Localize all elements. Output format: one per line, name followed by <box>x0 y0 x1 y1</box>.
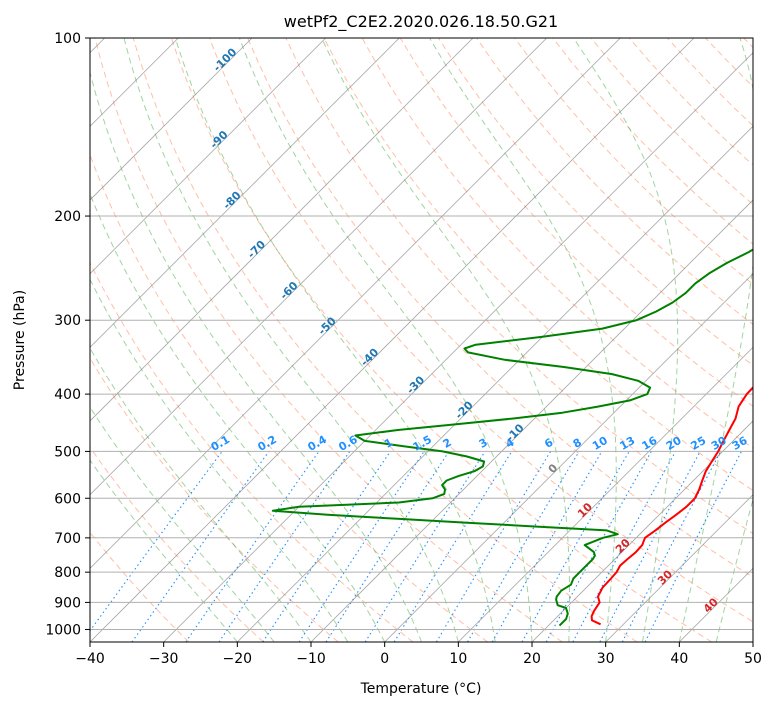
y-tick-label: 100 <box>54 31 81 47</box>
x-tick-label: −40 <box>75 651 105 667</box>
y-tick-label: 700 <box>54 531 81 547</box>
x-tick-label: 10 <box>449 651 467 667</box>
y-tick-label: 1000 <box>45 622 81 638</box>
x-tick-label: 30 <box>597 651 615 667</box>
y-tick-label: 900 <box>54 595 81 611</box>
y-tick-label: 500 <box>54 444 81 460</box>
x-tick-label: 40 <box>670 651 688 667</box>
x-tick-label: 50 <box>744 651 762 667</box>
y-tick-label: 400 <box>54 387 81 403</box>
y-tick-label: 300 <box>54 313 81 329</box>
y-axis-label: Pressure (hPa) <box>12 290 28 390</box>
x-tick-label: 20 <box>523 651 541 667</box>
x-axis-label: Temperature (°C) <box>360 681 482 697</box>
y-tick-label: 800 <box>54 565 81 581</box>
x-tick-label: −20 <box>223 651 253 667</box>
x-tick-label: −30 <box>149 651 179 667</box>
x-tick-label: 0 <box>380 651 389 667</box>
x-tick-label: −10 <box>296 651 326 667</box>
y-tick-label: 600 <box>54 491 81 507</box>
y-tick-label: 200 <box>54 209 81 225</box>
chart-title: wetPf2_C2E2.2020.026.18.50.G21 <box>284 12 558 32</box>
